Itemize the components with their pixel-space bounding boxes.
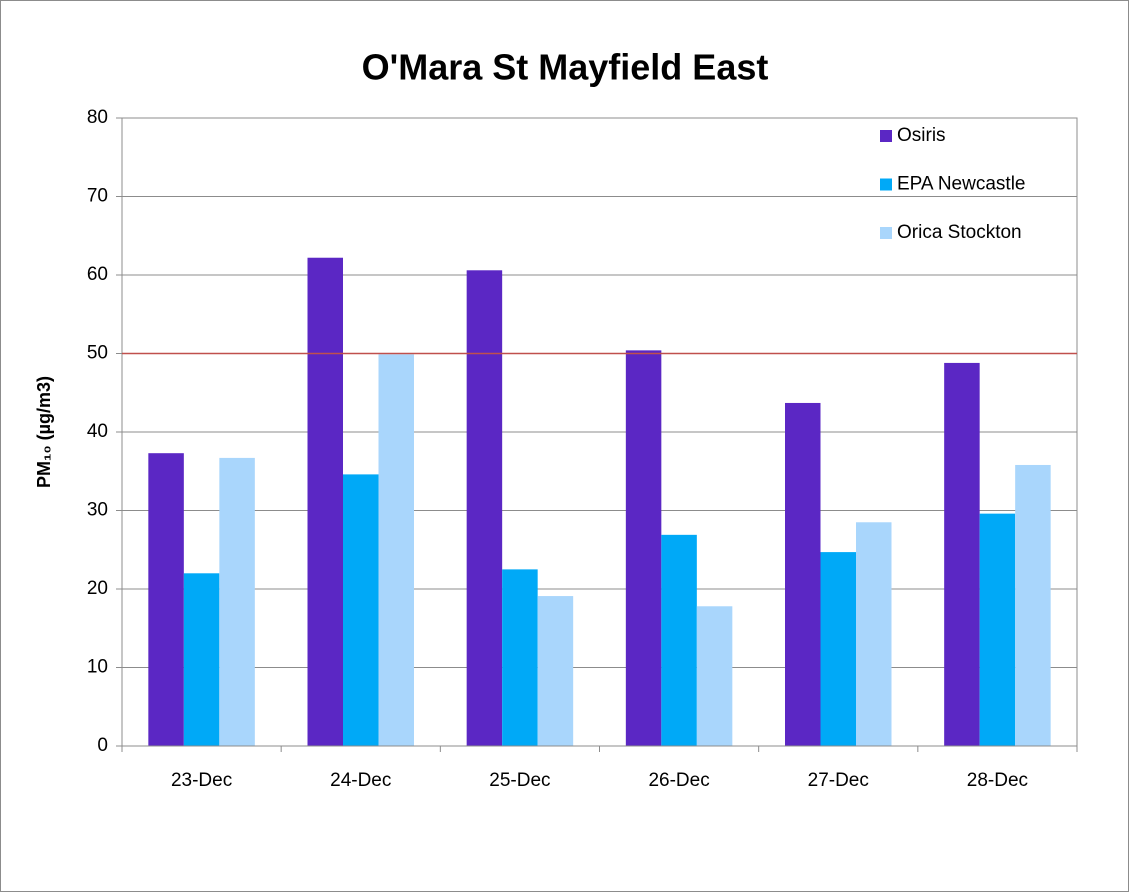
bar bbox=[378, 354, 414, 746]
bar bbox=[343, 474, 379, 746]
legend-swatch bbox=[880, 227, 892, 239]
legend-swatch bbox=[880, 130, 892, 142]
bar bbox=[307, 257, 343, 746]
y-tick-label: 30 bbox=[87, 500, 108, 521]
bar bbox=[148, 453, 184, 746]
bar bbox=[502, 569, 538, 746]
bar bbox=[219, 457, 255, 746]
bar bbox=[944, 362, 980, 746]
bar bbox=[1015, 464, 1051, 746]
bar bbox=[625, 350, 662, 746]
y-tick-label: 40 bbox=[87, 421, 108, 442]
bar bbox=[785, 402, 821, 746]
legend-label: Orica Stockton bbox=[897, 222, 1022, 243]
x-tick-label: 26-Dec bbox=[648, 770, 709, 791]
bar bbox=[820, 552, 856, 746]
legend-label: EPA Newcastle bbox=[897, 174, 1025, 195]
x-tick-label: 24-Dec bbox=[330, 770, 391, 791]
x-tick-label: 27-Dec bbox=[808, 770, 869, 791]
bar bbox=[183, 573, 220, 746]
y-tick-label: 10 bbox=[87, 657, 108, 678]
bar bbox=[466, 270, 503, 746]
bar bbox=[696, 606, 733, 746]
y-axis-label: PM₁₀ (µg/m3) bbox=[34, 376, 54, 488]
y-tick-label: 70 bbox=[87, 186, 108, 207]
legend-swatch bbox=[880, 178, 892, 191]
x-tick-label: 23-Dec bbox=[171, 770, 232, 791]
y-tick-label: 20 bbox=[87, 578, 108, 599]
x-tick-label: 28-Dec bbox=[967, 770, 1028, 791]
bar bbox=[856, 522, 892, 746]
y-tick-label: 60 bbox=[87, 264, 108, 285]
chart-title: O'Mara St Mayfield East bbox=[362, 47, 769, 88]
legend-label: Osiris bbox=[897, 125, 946, 146]
bar bbox=[661, 534, 697, 746]
bar bbox=[979, 513, 1016, 746]
y-tick-label: 0 bbox=[97, 735, 108, 756]
y-tick-label: 50 bbox=[87, 343, 108, 364]
y-tick-label: 80 bbox=[87, 107, 108, 128]
bar bbox=[537, 596, 574, 746]
x-tick-label: 25-Dec bbox=[489, 770, 550, 791]
